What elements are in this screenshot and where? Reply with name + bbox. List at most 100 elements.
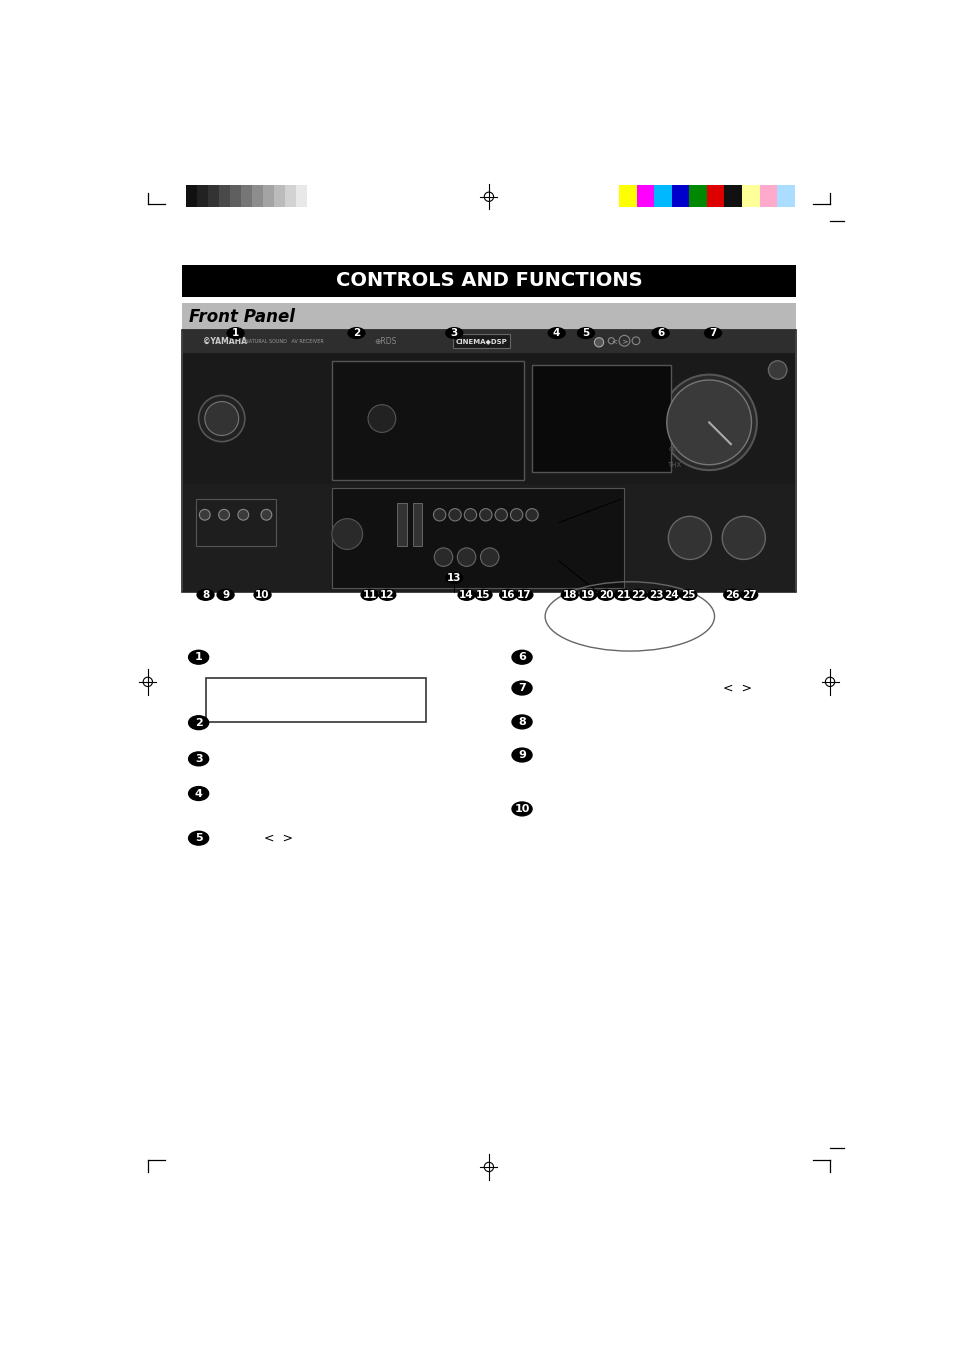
Bar bbox=[396, 503, 406, 546]
Bar bbox=[636, 185, 654, 207]
Bar bbox=[181, 303, 796, 330]
Bar bbox=[618, 185, 636, 207]
Text: 6: 6 bbox=[517, 653, 525, 662]
Bar bbox=[185, 185, 196, 207]
Text: 4: 4 bbox=[194, 789, 202, 798]
Ellipse shape bbox=[189, 716, 209, 730]
Circle shape bbox=[480, 549, 498, 566]
Text: 6: 6 bbox=[657, 328, 663, 338]
Text: <  >: < > bbox=[264, 832, 293, 844]
Text: 24: 24 bbox=[663, 590, 678, 600]
Ellipse shape bbox=[723, 589, 740, 600]
Text: 8: 8 bbox=[202, 590, 209, 600]
Text: <  >: < > bbox=[612, 339, 628, 345]
Bar bbox=[181, 330, 796, 592]
Bar bbox=[181, 265, 796, 297]
Ellipse shape bbox=[703, 328, 720, 339]
Circle shape bbox=[434, 549, 453, 566]
Circle shape bbox=[433, 508, 445, 521]
Circle shape bbox=[449, 508, 460, 521]
Circle shape bbox=[495, 508, 507, 521]
Bar bbox=[262, 185, 274, 207]
Ellipse shape bbox=[189, 786, 209, 800]
Circle shape bbox=[237, 509, 249, 520]
Text: ⊕RDS: ⊕RDS bbox=[375, 336, 396, 346]
Ellipse shape bbox=[597, 589, 614, 600]
Text: 5: 5 bbox=[194, 834, 202, 843]
Circle shape bbox=[668, 516, 711, 559]
Text: CONTROLS AND FUNCTIONS: CONTROLS AND FUNCTIONS bbox=[335, 272, 641, 290]
Ellipse shape bbox=[560, 589, 578, 600]
Text: 15: 15 bbox=[476, 590, 490, 600]
Text: <  >: < > bbox=[722, 681, 751, 694]
Text: 10: 10 bbox=[514, 804, 529, 813]
Text: 1: 1 bbox=[232, 328, 239, 338]
Bar bbox=[183, 330, 794, 353]
Text: 2: 2 bbox=[194, 717, 202, 728]
Bar bbox=[274, 185, 285, 207]
Ellipse shape bbox=[740, 589, 757, 600]
Bar bbox=[285, 185, 295, 207]
Text: 21: 21 bbox=[615, 590, 630, 600]
Text: 11: 11 bbox=[362, 590, 376, 600]
Ellipse shape bbox=[348, 328, 365, 339]
Bar bbox=[307, 185, 317, 207]
Text: 4: 4 bbox=[553, 328, 559, 338]
Bar bbox=[206, 678, 425, 721]
Bar bbox=[777, 185, 794, 207]
Ellipse shape bbox=[679, 589, 696, 600]
Bar bbox=[689, 185, 706, 207]
Circle shape bbox=[218, 509, 229, 520]
Text: Front Panel: Front Panel bbox=[190, 308, 295, 326]
Text: 7: 7 bbox=[517, 684, 525, 693]
Text: 5: 5 bbox=[581, 328, 589, 338]
Text: 27: 27 bbox=[741, 590, 756, 600]
Text: 19: 19 bbox=[580, 590, 595, 600]
Bar bbox=[671, 185, 689, 207]
Text: 14: 14 bbox=[458, 590, 474, 600]
Ellipse shape bbox=[499, 589, 517, 600]
Bar bbox=[195, 500, 276, 546]
Bar bbox=[706, 185, 723, 207]
Text: 18: 18 bbox=[562, 590, 577, 600]
Ellipse shape bbox=[652, 328, 668, 339]
Ellipse shape bbox=[629, 589, 646, 600]
Ellipse shape bbox=[361, 589, 377, 600]
Text: 17: 17 bbox=[517, 590, 531, 600]
Text: 26: 26 bbox=[724, 590, 739, 600]
Circle shape bbox=[205, 401, 238, 435]
Text: ©YAMAHA: ©YAMAHA bbox=[203, 336, 247, 346]
Circle shape bbox=[456, 549, 476, 566]
Ellipse shape bbox=[662, 589, 679, 600]
Ellipse shape bbox=[445, 573, 462, 584]
Ellipse shape bbox=[512, 748, 532, 762]
Bar bbox=[218, 185, 230, 207]
Bar bbox=[183, 330, 794, 484]
Ellipse shape bbox=[614, 589, 631, 600]
Bar bbox=[240, 185, 252, 207]
Text: 2: 2 bbox=[353, 328, 359, 338]
Bar bbox=[332, 361, 524, 480]
Bar bbox=[295, 185, 307, 207]
Circle shape bbox=[332, 519, 362, 550]
Text: 13: 13 bbox=[447, 573, 461, 582]
Ellipse shape bbox=[577, 328, 594, 339]
Circle shape bbox=[525, 508, 537, 521]
Text: NATURAL SOUND   AV RECEIVER: NATURAL SOUND AV RECEIVER bbox=[245, 339, 323, 345]
Bar bbox=[183, 484, 794, 592]
Text: 3: 3 bbox=[194, 754, 202, 763]
Bar bbox=[654, 185, 671, 207]
Circle shape bbox=[261, 509, 272, 520]
Bar bbox=[723, 185, 741, 207]
Ellipse shape bbox=[197, 589, 213, 600]
Text: 9: 9 bbox=[222, 590, 229, 600]
Ellipse shape bbox=[512, 715, 532, 728]
Text: 8: 8 bbox=[517, 717, 525, 727]
Circle shape bbox=[660, 374, 756, 470]
Text: 10: 10 bbox=[255, 590, 270, 600]
Circle shape bbox=[666, 380, 751, 465]
Ellipse shape bbox=[475, 589, 492, 600]
Circle shape bbox=[510, 508, 522, 521]
Bar bbox=[332, 488, 624, 588]
Ellipse shape bbox=[189, 650, 209, 665]
